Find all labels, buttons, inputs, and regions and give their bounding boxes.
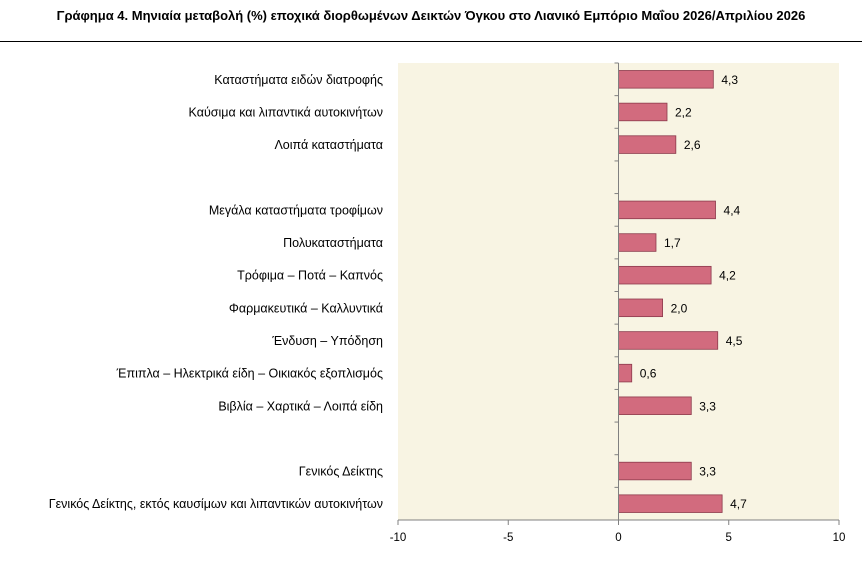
data-label: 2,6 [684, 138, 701, 152]
category-label: Γενικός Δείκτης [299, 465, 383, 479]
data-label: 4,2 [719, 269, 736, 283]
bar [618, 200, 716, 220]
category-label: Πολυκαταστήματα [283, 236, 383, 250]
bar [618, 102, 668, 122]
category-label: Ένδυση – Υπόδηση [271, 334, 383, 348]
bar [618, 233, 657, 252]
x-tick-label: 5 [726, 532, 732, 544]
category-label: Λοιπά καταστήματα [274, 138, 383, 152]
data-label: 3,3 [699, 465, 716, 479]
category-label: Μεγάλα καταστήματα τροφίμων [209, 203, 383, 217]
category-label: Καταστήματα ειδών διατροφής [214, 73, 383, 87]
category-label: Έπιπλα – Ηλεκτρικά είδη – Οικιακός εξοπλ… [116, 367, 383, 381]
data-label: 4,3 [721, 73, 738, 87]
chart-title: Γράφημα 4. Μηνιαία μεταβολή (%) εποχικά … [56, 8, 806, 23]
data-label: 0,6 [640, 367, 657, 381]
data-label: 4,7 [730, 497, 747, 511]
bar [618, 298, 663, 318]
category-label: Τρόφιμα – Ποτά – Καπνός [237, 269, 383, 283]
category-label: Βιβλία – Χαρτικά – Λοιπά είδη [218, 399, 383, 413]
x-tick-label: -10 [390, 532, 407, 544]
data-label: 2,2 [675, 105, 692, 119]
x-tick-label: 10 [833, 532, 846, 544]
category-label: Γενικός Δείκτης, εκτός καυσίμων και λιπα… [49, 497, 383, 511]
bar [618, 135, 677, 154]
data-label: 2,0 [671, 301, 688, 315]
bar [618, 265, 712, 285]
bar [618, 494, 723, 513]
data-label: 4,5 [726, 334, 743, 348]
x-tick-label: 0 [615, 532, 621, 544]
x-tick-label: -5 [503, 532, 513, 544]
bar [618, 396, 692, 415]
data-label: 4,4 [724, 203, 741, 217]
data-label: 3,3 [699, 399, 716, 413]
category-label: Καύσιμα και λιπαντικά αυτοκινήτων [189, 105, 383, 119]
bar [618, 461, 692, 481]
data-label: 1,7 [664, 236, 681, 250]
title-divider [0, 41, 862, 42]
bar [618, 363, 633, 383]
bar [618, 70, 714, 89]
bar [618, 331, 719, 350]
category-label: Φαρμακευτικά – Καλλυντικά [229, 301, 383, 315]
